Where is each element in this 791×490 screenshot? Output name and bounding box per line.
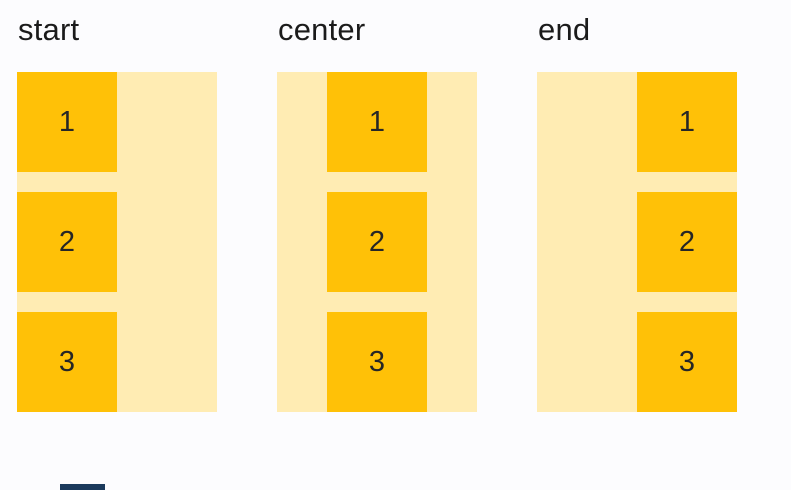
demo-box-3: 3 (327, 312, 427, 412)
demo-box-2: 2 (637, 192, 737, 292)
items-container-end: 1 2 3 (537, 72, 737, 412)
demo-box-2: 2 (327, 192, 427, 292)
items-container-center: 1 2 3 (277, 72, 477, 412)
items-container-start: 1 2 3 (17, 72, 217, 412)
example-column-start: start 1 2 3 (17, 9, 217, 412)
demo-box-1: 1 (327, 72, 427, 172)
example-column-center: center 1 2 3 (277, 9, 477, 412)
demo-box-1: 1 (17, 72, 117, 172)
example-column-end: end 1 2 3 (537, 9, 737, 412)
horizontal-scrollbar-thumb[interactable] (60, 484, 105, 490)
demo-box-3: 3 (637, 312, 737, 412)
alignment-label-center: center (278, 12, 366, 47)
demo-box-3: 3 (17, 312, 117, 412)
alignment-demo-row: start 1 2 3 center 1 2 3 end 1 2 3 (17, 9, 737, 412)
demo-box-1: 1 (637, 72, 737, 172)
demo-box-2: 2 (17, 192, 117, 292)
alignment-label-start: start (18, 12, 80, 47)
alignment-label-end: end (538, 12, 591, 47)
